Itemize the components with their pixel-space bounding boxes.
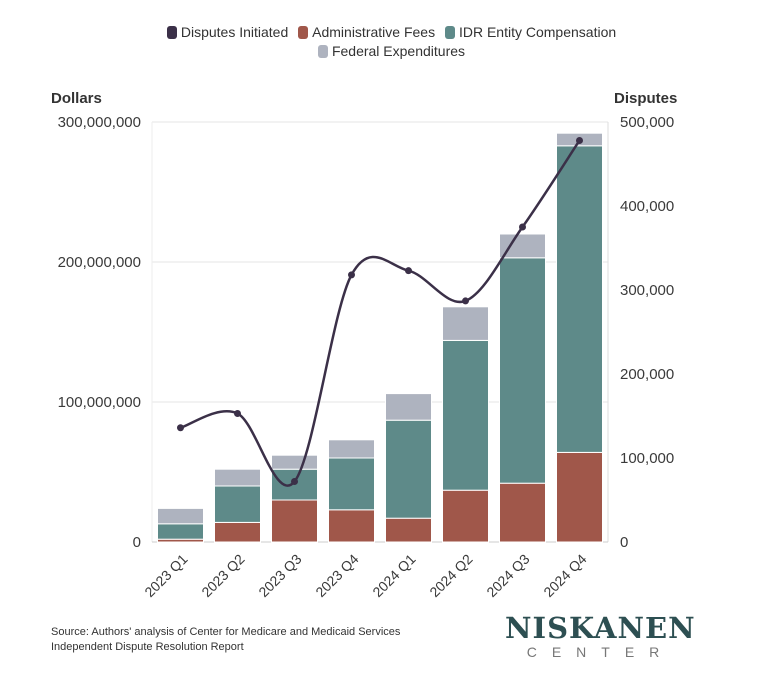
admin-swatch-icon: [298, 25, 309, 39]
legend-label-federal: Federal Expenditures: [331, 43, 466, 59]
disputes-point: [234, 409, 241, 417]
legend-row-2: Federal Expenditures: [0, 43, 783, 61]
idr-swatch-icon: [444, 25, 455, 39]
bar-admin-fees: [385, 517, 432, 543]
niskanen-logo: NISKANEN CENTER: [505, 611, 696, 660]
right-tick-label: 500,000: [620, 114, 674, 131]
bar-idr-compensation: [442, 339, 489, 491]
right-axis-title: Disputes: [614, 90, 678, 107]
right-tick-label: 300,000: [620, 282, 674, 299]
bar-idr-compensation: [499, 257, 546, 484]
bar-federal-expenditures: [328, 439, 375, 459]
legend-item-admin[interactable]: Administrative Fees: [298, 24, 435, 40]
right-tick-label: 400,000: [620, 198, 674, 215]
left-tick-label: 0: [133, 534, 141, 551]
legend: Disputes Initiated Administrative Fees I…: [0, 24, 783, 42]
left-tick-label: 100,000,000: [58, 394, 141, 411]
bar-federal-expenditures: [442, 306, 489, 341]
bar-federal-expenditures: [157, 507, 204, 525]
legend-label-idr: IDR Entity Compensation: [458, 24, 617, 40]
source-line-1: Source: Authors' analysis of Center for …: [51, 626, 401, 638]
x-tick-label: 2023 Q2: [198, 551, 247, 600]
federal-swatch-icon: [317, 44, 328, 58]
bar-federal-expenditures: [499, 233, 546, 259]
bar-idr-compensation: [556, 145, 603, 453]
bar-federal-expenditures: [271, 454, 318, 470]
legend-item-federal[interactable]: Federal Expenditures: [317, 43, 466, 59]
legend-label-disputes: Disputes Initiated: [180, 24, 289, 40]
disputes-point: [291, 478, 298, 486]
right-tick-label: 0: [620, 534, 628, 551]
bar-admin-fees: [556, 451, 603, 543]
left-axis-title: Dollars: [51, 90, 102, 107]
x-tick-label: 2024 Q3: [483, 551, 532, 600]
bar-admin-fees: [328, 509, 375, 543]
logo-sub-text: CENTER: [526, 644, 675, 660]
right-tick-label: 100,000: [620, 450, 674, 467]
bar-idr-compensation: [157, 523, 204, 540]
bar-idr-compensation: [385, 419, 432, 519]
bar-admin-fees: [442, 489, 489, 543]
x-tick-label: 2024 Q4: [540, 551, 589, 600]
x-tick-label: 2023 Q1: [141, 551, 190, 600]
legend-item-idr[interactable]: IDR Entity Compensation: [444, 24, 617, 40]
x-tick-label: 2024 Q1: [369, 551, 418, 600]
bar-admin-fees: [271, 499, 318, 543]
disputes-swatch-icon: [166, 25, 177, 39]
disputes-point: [348, 271, 355, 279]
right-tick-label: 200,000: [620, 366, 674, 383]
left-tick-label: 200,000,000: [58, 254, 141, 271]
x-tick-label: 2024 Q2: [426, 551, 475, 600]
x-tick-label: 2023 Q4: [312, 551, 361, 600]
source-note: Source: Authors' analysis of Center for …: [51, 625, 400, 655]
legend-label-admin: Administrative Fees: [312, 24, 436, 40]
bar-idr-compensation: [214, 485, 261, 523]
disputes-point: [405, 267, 412, 275]
left-tick-label: 300,000,000: [58, 114, 141, 131]
bar-federal-expenditures: [385, 393, 432, 421]
logo-main-text: NISKANEN: [505, 611, 696, 645]
bar-admin-fees: [499, 482, 546, 543]
disputes-line: [180, 139, 581, 487]
disputes-point: [576, 136, 583, 144]
bar-idr-compensation: [328, 457, 375, 511]
disputes-point: [177, 424, 184, 432]
disputes-point: [519, 223, 526, 231]
disputes-point: [462, 297, 469, 305]
source-line-2: Independent Dispute Resolution Report: [51, 641, 244, 653]
bar-admin-fees: [214, 521, 261, 543]
bar-federal-expenditures: [214, 468, 261, 487]
legend-item-disputes[interactable]: Disputes Initiated: [166, 24, 289, 40]
x-tick-label: 2023 Q3: [255, 551, 304, 600]
